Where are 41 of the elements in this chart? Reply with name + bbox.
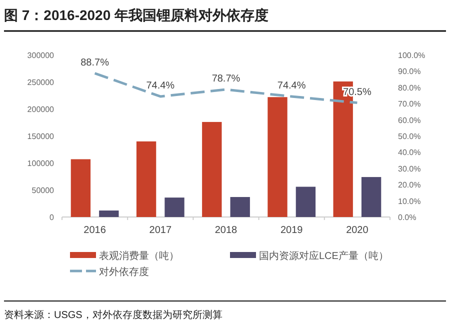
- y2-tick-label: 80.0%: [398, 83, 421, 92]
- bar: [230, 197, 250, 217]
- y2-tick-label: 40.0%: [398, 148, 421, 158]
- y-tick-label: 300000: [27, 51, 55, 60]
- x-tick-label: 2018: [214, 225, 238, 236]
- y2-tick-label: 70.0%: [398, 100, 421, 109]
- bar: [296, 186, 316, 217]
- y-tick-label: 50000: [32, 186, 55, 195]
- x-tick-label: 2017: [149, 225, 172, 236]
- chart-title: 图 7：2016-2020 年我国锂原料对外依存度: [4, 7, 269, 23]
- data-label: 74.4%: [146, 80, 175, 92]
- y-tick-label: 200000: [27, 105, 55, 114]
- y2-tick-label: 50.0%: [398, 132, 421, 141]
- x-tick-label: 2016: [84, 225, 106, 236]
- y2-tick-label: 60.0%: [398, 116, 421, 125]
- y-tick-label: 100000: [27, 159, 55, 168]
- data-label: 88.7%: [80, 57, 110, 68]
- y2-tick-label: 90.0%: [398, 67, 421, 76]
- bar: [202, 122, 222, 217]
- y2-tick-label: 0.0%: [398, 213, 416, 222]
- y-tick-label: 150000: [27, 132, 55, 141]
- legend-label: 国内资源对应LCE产量（吨）: [259, 250, 388, 262]
- bar: [164, 198, 184, 217]
- y2-tick-label: 30.0%: [398, 164, 421, 174]
- y2-tick-label: 100.0%: [398, 51, 426, 60]
- legend-label: 对外依存度: [99, 266, 149, 278]
- legend-label: 表观消费量（吨）: [99, 250, 179, 262]
- bar: [70, 159, 91, 217]
- data-label: 74.4%: [277, 80, 306, 92]
- x-tick-label: 2019: [280, 225, 304, 236]
- y2-tick-label: 10.0%: [398, 196, 421, 206]
- x-tick-label: 2020: [346, 225, 369, 236]
- y2-tick-label: 20.0%: [398, 180, 421, 190]
- bar: [136, 141, 156, 217]
- data-label: 78.7%: [212, 74, 240, 85]
- text: 资料来源：USGS，对外依存度数据为研究所测算: [4, 309, 222, 321]
- y-tick-label: 250000: [27, 78, 55, 87]
- bar: [268, 97, 288, 217]
- y-tick-label: 0: [50, 213, 55, 222]
- bar: [99, 210, 119, 217]
- bar: [361, 177, 382, 217]
